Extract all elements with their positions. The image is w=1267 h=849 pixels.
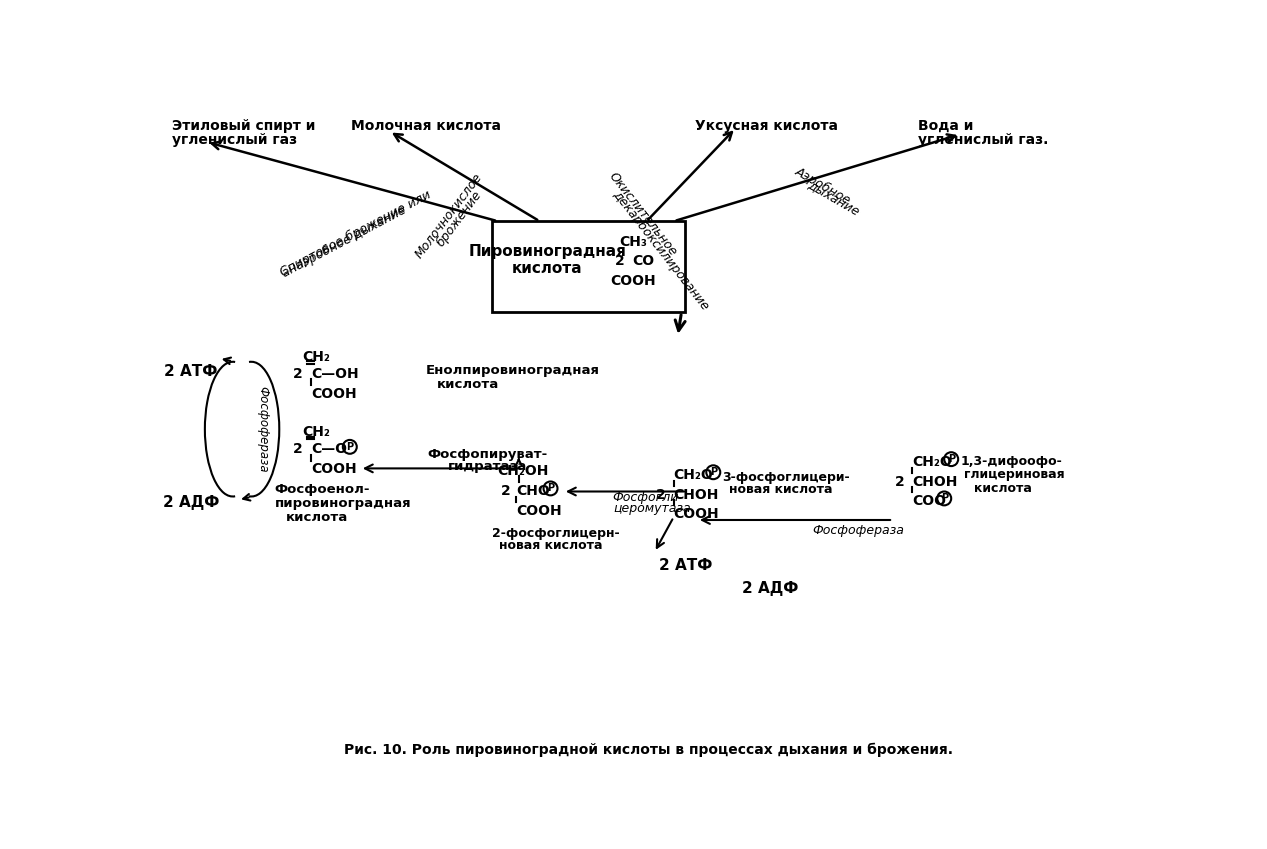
Text: 2: 2 xyxy=(614,255,625,268)
Text: CHOH: CHOH xyxy=(674,487,720,502)
Text: P: P xyxy=(547,483,554,493)
Text: гидратаза: гидратаза xyxy=(449,460,527,473)
Text: P: P xyxy=(948,454,955,464)
Text: Фосфофераза: Фосфофераза xyxy=(812,524,905,537)
Text: 1,3-дифоофо-: 1,3-дифоофо- xyxy=(960,454,1062,468)
Text: Молочнокислое: Молочнокислое xyxy=(413,171,485,261)
Text: брожение: брожение xyxy=(433,188,484,249)
Text: 2: 2 xyxy=(293,367,303,380)
Text: CHO: CHO xyxy=(517,484,550,498)
Text: кислота: кислота xyxy=(437,378,499,391)
Text: церомутаза: церомутаза xyxy=(613,503,691,515)
Text: новая кислота: новая кислота xyxy=(499,539,603,552)
Text: угленислый газ: угленислый газ xyxy=(172,132,298,147)
Text: декарбоксилирование: декарбоксилирование xyxy=(609,188,711,312)
Text: кислота: кислота xyxy=(974,482,1033,495)
Text: CH₂O: CH₂O xyxy=(912,454,953,469)
Text: COOH: COOH xyxy=(674,507,720,521)
Text: Окислительное: Окислительное xyxy=(606,170,679,258)
Text: Рис. 10. Роль пировиноградной кислоты в процессах дыхания и брожения.: Рис. 10. Роль пировиноградной кислоты в … xyxy=(345,743,954,756)
Text: P: P xyxy=(940,493,948,503)
Text: CO: CO xyxy=(632,255,655,268)
Text: дыхание: дыхание xyxy=(806,177,863,217)
Text: 2 АТФ: 2 АТФ xyxy=(165,363,218,379)
Text: 2: 2 xyxy=(500,484,511,498)
Text: новая кислота: новая кислота xyxy=(729,483,832,496)
Text: COOH: COOH xyxy=(312,462,357,476)
Text: Уксусная кислота: Уксусная кислота xyxy=(694,119,837,132)
Text: C—O: C—O xyxy=(312,442,347,456)
Text: Аэробное: Аэробное xyxy=(793,165,854,207)
Text: Фосфопируват-: Фосфопируват- xyxy=(428,448,547,461)
Text: Спиртовое брожение или: Спиртовое брожение или xyxy=(279,188,433,279)
Text: Этиловый спирт и: Этиловый спирт и xyxy=(172,119,315,132)
Text: Фосфоенол-: Фосфоенол- xyxy=(275,483,370,496)
Text: COOH: COOH xyxy=(611,274,656,289)
Text: P: P xyxy=(346,441,353,452)
Text: P: P xyxy=(710,467,717,477)
Text: CH₃: CH₃ xyxy=(620,235,647,249)
Text: 3-фосфоглицери-: 3-фосфоглицери- xyxy=(722,470,850,484)
Text: COO: COO xyxy=(912,494,946,508)
Text: COOH: COOH xyxy=(312,387,357,401)
Text: 2 АДФ: 2 АДФ xyxy=(742,581,798,596)
Text: Вода и: Вода и xyxy=(917,119,973,132)
Text: кислота: кислота xyxy=(286,511,348,524)
Text: 2 АДФ: 2 АДФ xyxy=(162,495,219,509)
Text: Фосфогли-: Фосфогли- xyxy=(613,491,684,503)
Text: CH₂O: CH₂O xyxy=(674,468,713,481)
Text: Пировиноградная: Пировиноградная xyxy=(469,245,626,259)
Text: кислота: кислота xyxy=(512,261,583,276)
Text: 2 АТФ: 2 АТФ xyxy=(659,558,712,573)
Text: C—OH: C—OH xyxy=(312,367,359,380)
Text: глицериновая: глицериновая xyxy=(964,469,1066,481)
Text: Молочная кислота: Молочная кислота xyxy=(351,119,500,132)
Text: угленислый газ.: угленислый газ. xyxy=(917,132,1048,147)
FancyBboxPatch shape xyxy=(492,222,685,312)
Text: CHOH: CHOH xyxy=(912,475,958,488)
Text: Енолпировиноградная: Енолпировиноградная xyxy=(426,363,599,377)
Text: 2: 2 xyxy=(895,475,905,488)
Text: анаэробное дыхание: анаэробное дыхание xyxy=(280,204,408,280)
Text: 2-фосфоглицерн-: 2-фосфоглицерн- xyxy=(492,527,620,540)
Text: 2: 2 xyxy=(656,487,665,502)
Text: CH₂: CH₂ xyxy=(302,425,329,439)
Text: CH₂: CH₂ xyxy=(302,350,329,364)
Text: пировиноградная: пировиноградная xyxy=(275,497,412,510)
Text: 2: 2 xyxy=(293,442,303,456)
Text: COOH: COOH xyxy=(517,503,563,518)
Text: CH₂OH: CH₂OH xyxy=(497,464,549,478)
Text: Фосфофераза: Фосфофераза xyxy=(256,385,270,472)
